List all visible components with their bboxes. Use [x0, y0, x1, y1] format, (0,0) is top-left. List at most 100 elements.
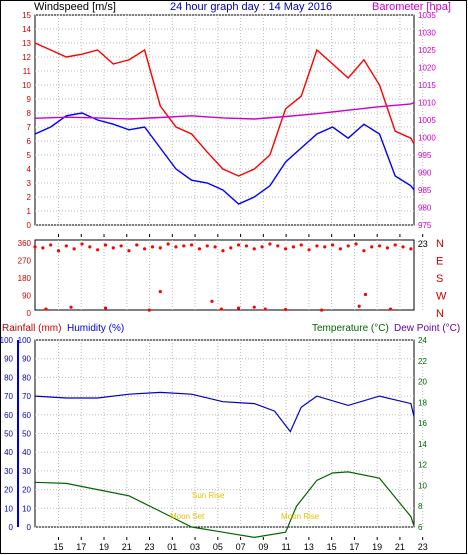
direction-point — [385, 246, 389, 250]
windspeed-tick-label: 12 — [22, 53, 31, 62]
humidity-tick-label: 20 — [22, 486, 31, 495]
wind-plot-area — [34, 14, 415, 226]
direction-point — [346, 244, 350, 248]
humidity-tick-label: 60 — [22, 411, 31, 420]
moon-rise-annotation: Moon Rise — [281, 512, 320, 521]
direction-point — [49, 243, 53, 247]
windspeed-average-line — [34, 112, 415, 205]
direction-point — [174, 245, 178, 249]
direction-point — [357, 304, 361, 308]
x-tick-label: 17 — [349, 542, 359, 552]
windspeed-tick-label: 1 — [27, 207, 32, 216]
direction-point — [362, 249, 366, 253]
direction-point — [370, 245, 374, 249]
x-tick-label: 19 — [372, 542, 382, 552]
x-tick-label: 19 — [99, 542, 109, 552]
barometer-ticks: 975 980 985 990 995 1000 1005 1010 1015 1020 1025 1… — [418, 11, 436, 230]
rainfall-tick-label: 30 — [4, 467, 13, 476]
direction-point — [252, 247, 256, 251]
windspeed-tick-label: 8 — [27, 109, 32, 118]
direction-point — [80, 242, 84, 246]
direction-point — [96, 248, 100, 252]
x-tick-label: 11 — [281, 542, 290, 552]
x-tick-label: 13 — [304, 542, 314, 552]
temperature-tick-label: 14 — [418, 440, 427, 449]
windspeed-tick-label: 9 — [27, 95, 32, 104]
direction-compass-label: N — [436, 238, 444, 250]
direction-point — [72, 247, 76, 251]
direction-point — [299, 243, 303, 247]
temperature-tick-label: 6 — [418, 523, 423, 532]
wind-grid — [35, 14, 424, 226]
direction-point — [147, 308, 151, 312]
windspeed-tick-label: 3 — [27, 179, 32, 188]
humidity-tick-label: 100 — [18, 336, 32, 345]
barometer-tick-label: 1005 — [418, 116, 436, 125]
temperature-tick-label: 22 — [418, 357, 427, 366]
direction-point — [283, 307, 288, 312]
temperature-axis-label: Temperature (°C) — [312, 323, 389, 334]
direction-point — [268, 242, 272, 246]
direction-point — [69, 305, 73, 309]
direction-point — [283, 247, 288, 251]
windspeed-tick-label: 15 — [22, 11, 31, 20]
direction-degree-label: 0 — [27, 309, 32, 318]
x-tick-label: 15 — [53, 542, 63, 552]
direction-degree-ticks: 0 90 180 270 360 — [18, 239, 32, 318]
direction-point — [252, 305, 256, 309]
direction-point — [221, 249, 225, 253]
x-tick-label: 21 — [122, 542, 132, 552]
direction-point — [236, 306, 241, 310]
humidity-ticks: 0 0 10 10 20 20 30 30 40 40 50 50 60 60 70 70 80 80 90 90 10… — [0, 336, 32, 532]
humidity-tick-label: 80 — [22, 373, 31, 382]
temperature-tick-label: 16 — [418, 419, 427, 428]
graph-title: 24 hour graph day : 14 May 2016 — [170, 1, 332, 13]
barometer-tick-label: 1035 — [418, 11, 436, 20]
direction-point — [229, 246, 233, 250]
direction-point — [150, 245, 155, 249]
windspeed-tick-label: 2 — [27, 193, 32, 202]
direction-point — [401, 245, 405, 249]
humidity-tick-label: 90 — [22, 355, 31, 364]
x-tick-label: 05 — [213, 542, 223, 552]
barometer-tick-label: 990 — [418, 169, 432, 178]
humidity-tick-label: 0 — [27, 523, 32, 532]
rainfall-tick-label: 60 — [4, 411, 13, 420]
humidity-tick-label: 10 — [22, 504, 31, 513]
direction-point — [143, 247, 147, 251]
direction-point — [33, 245, 37, 249]
humidity-tick-label: 50 — [22, 430, 31, 439]
barometer-tick-label: 1010 — [418, 99, 436, 108]
rainfall-tick-label: 90 — [4, 355, 13, 364]
direction-point — [219, 307, 223, 311]
direction-point — [236, 243, 241, 247]
direction-compass-label: N — [436, 308, 444, 320]
direction-point — [263, 307, 267, 311]
direction-point — [182, 244, 186, 248]
barometer-axis-label: Barometer [hpa] — [372, 1, 451, 13]
direction-point — [213, 245, 217, 249]
humidity-temperature-series — [34, 391, 415, 539]
barometer-tick-label: 980 — [418, 204, 432, 213]
temperature-ticks: 6 8 10 12 14 16 18 20 22 24 — [418, 336, 427, 532]
direction-degree-label: 270 — [18, 257, 32, 266]
humidity-tick-label: 30 — [22, 467, 31, 476]
humidity-axis-label: Humidity (%) — [67, 323, 124, 334]
wind-series — [34, 42, 415, 205]
direction-point — [56, 249, 61, 253]
rainfall-tick-label: 100 — [0, 336, 14, 345]
direction-degree-label: 90 — [22, 292, 31, 301]
direction-point — [88, 245, 92, 249]
sun-rise-annotation: Sun Rise — [192, 491, 225, 500]
rainfall-tick-label: 10 — [4, 504, 13, 513]
direction-point — [315, 244, 319, 248]
temperature-tick-label: 12 — [418, 461, 427, 470]
direction-point — [41, 246, 45, 250]
direction-point — [127, 249, 131, 253]
windspeed-tick-label: 11 — [23, 67, 32, 76]
x-tick-label: 07 — [236, 542, 246, 552]
rainfall-tick-label: 40 — [4, 448, 13, 457]
